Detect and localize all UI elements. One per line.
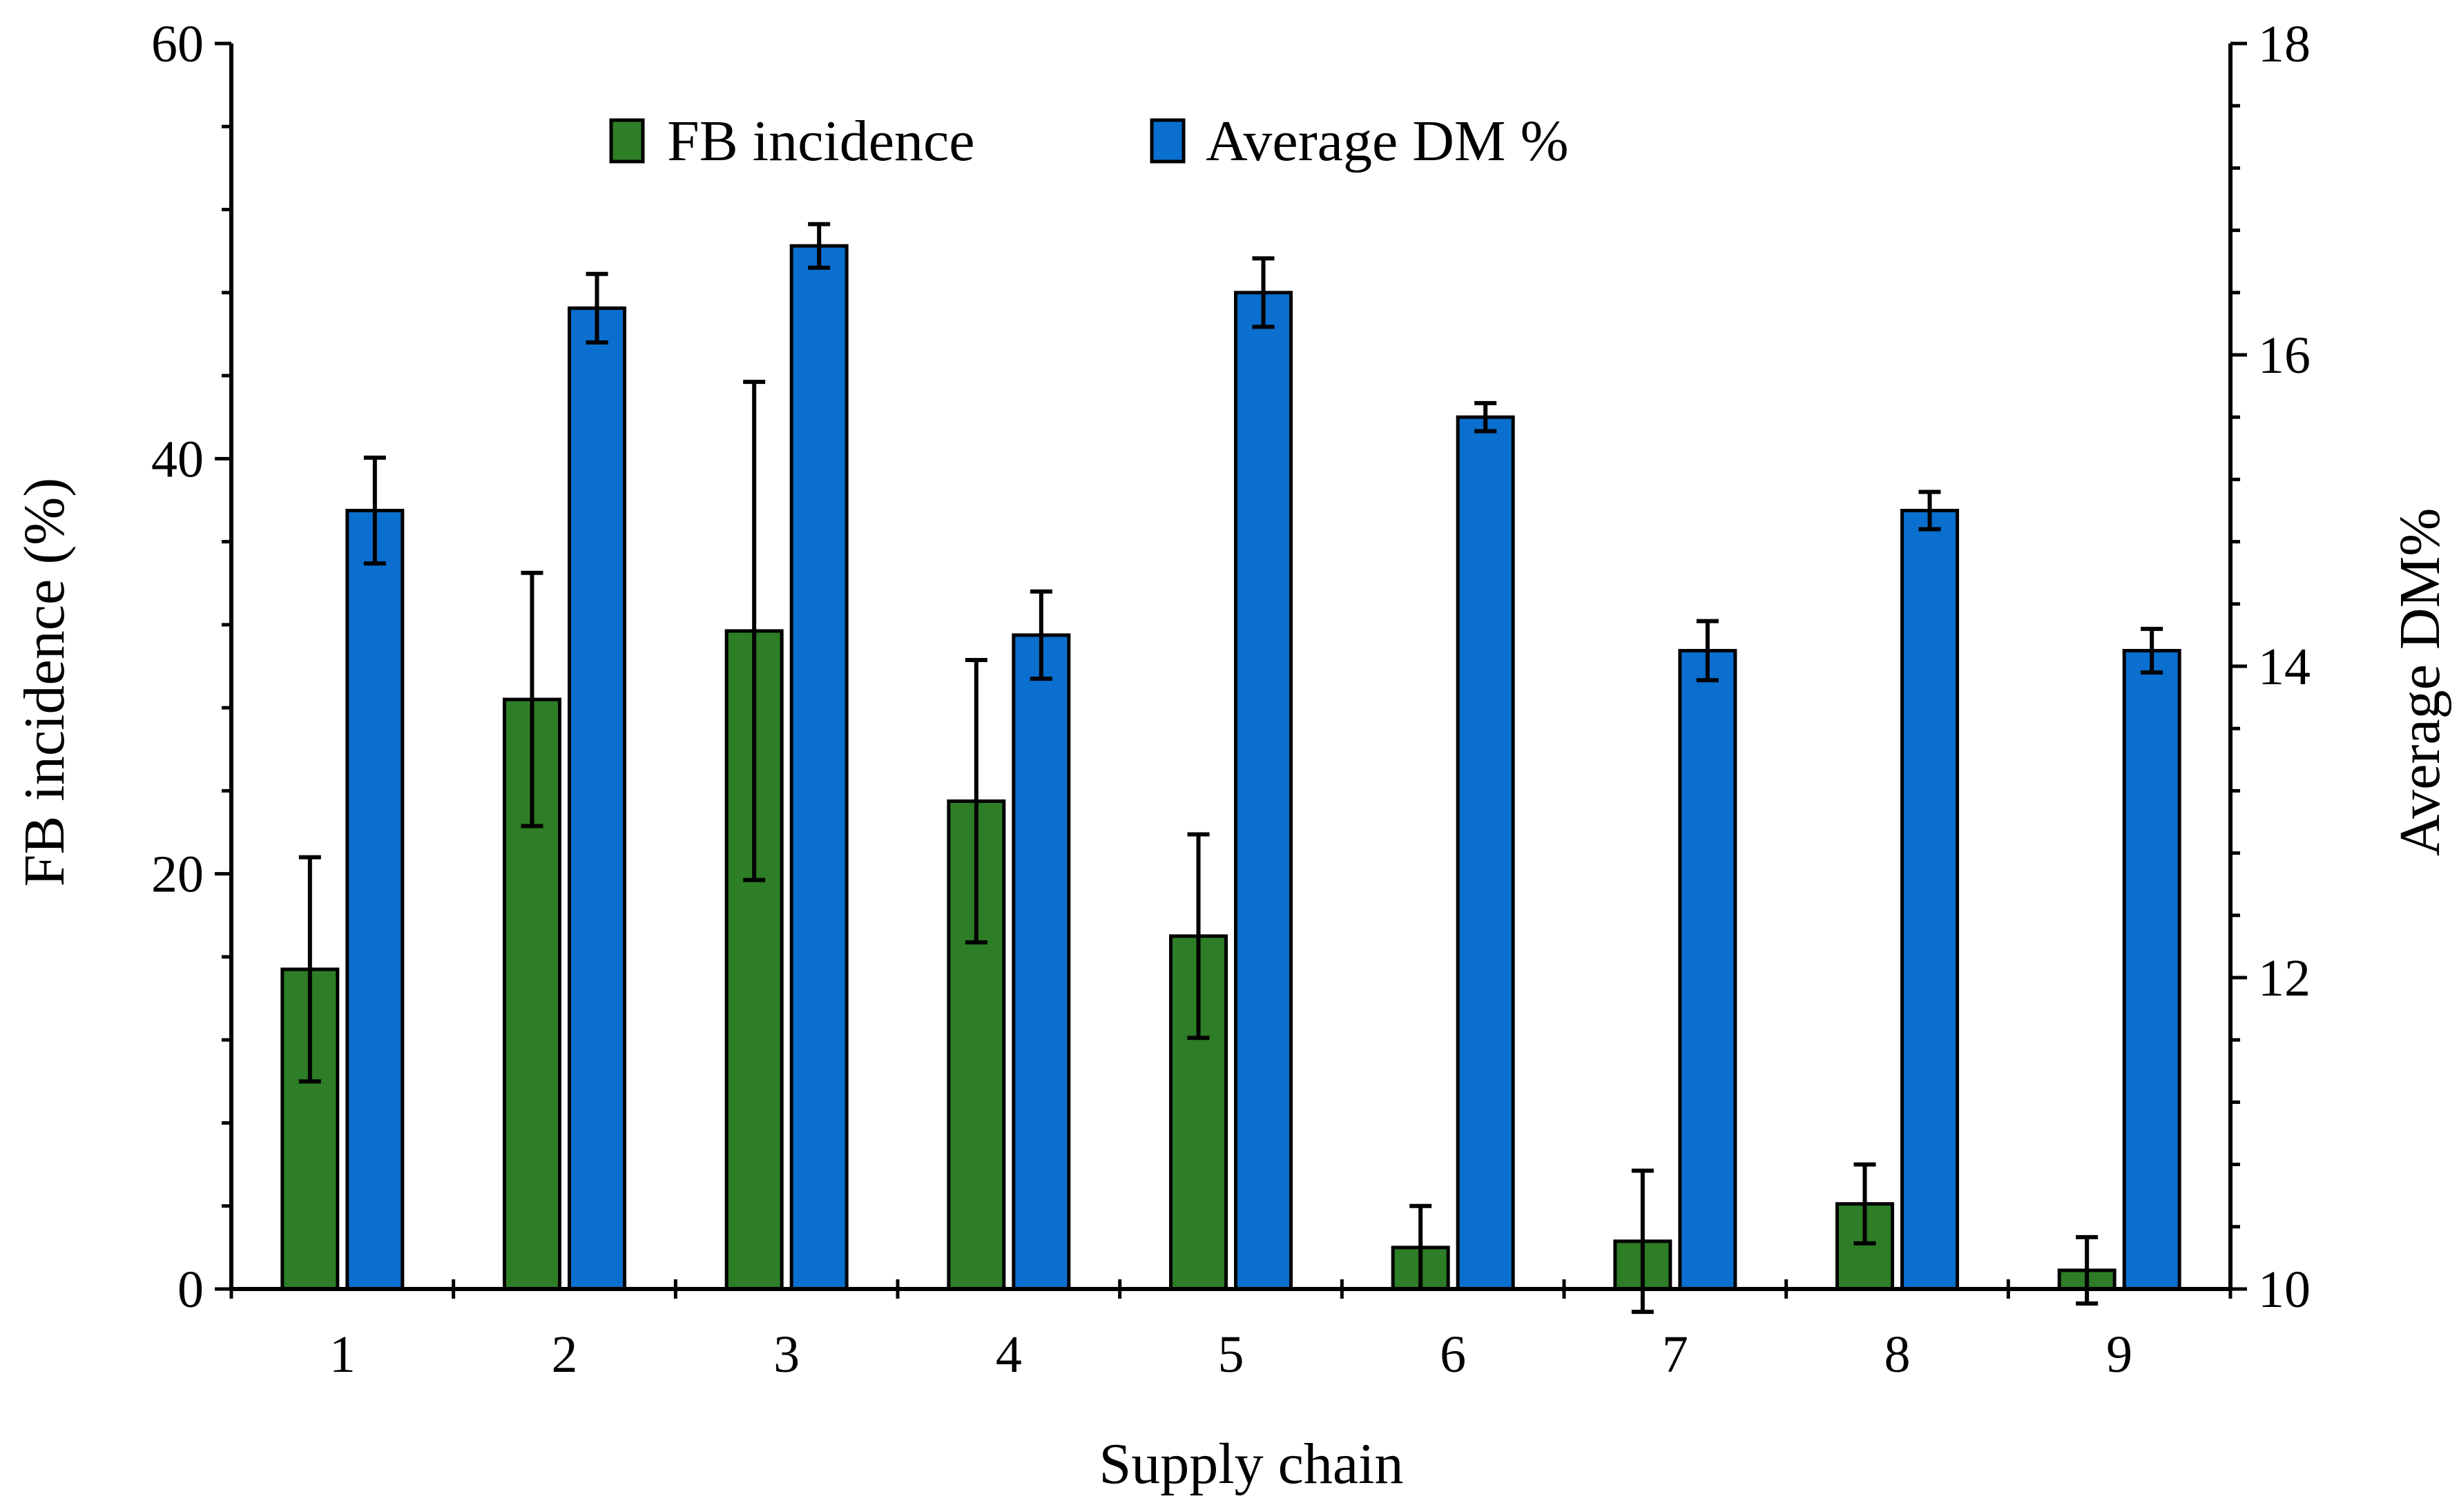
bars-layer bbox=[280, 222, 2181, 1315]
bar-s1-3 bbox=[789, 244, 849, 1291]
bar-s1-4 bbox=[1012, 633, 1071, 1291]
y-axis-title-right: Average DM% bbox=[2388, 508, 2452, 857]
bar-s1-8 bbox=[1900, 509, 1959, 1291]
bar-s1-2 bbox=[568, 306, 626, 1291]
x-tick-label: 9 bbox=[2106, 1326, 2132, 1384]
x-tick-label: 3 bbox=[773, 1326, 800, 1384]
y-axis-title-left: FB incidence (%) bbox=[12, 478, 77, 886]
x-tick-label: 7 bbox=[1662, 1326, 1688, 1384]
bar-s1-6 bbox=[1456, 415, 1515, 1291]
y-right-tick-label: 14 bbox=[2258, 638, 2311, 696]
x-tick-label: 4 bbox=[996, 1326, 1022, 1384]
y-right-tick-label: 16 bbox=[2258, 327, 2311, 385]
y-right-tick-label: 12 bbox=[2258, 949, 2311, 1007]
x-tick-label: 2 bbox=[552, 1326, 578, 1384]
x-tick-label: 6 bbox=[1440, 1326, 1466, 1384]
y-right-tick-label: 18 bbox=[2258, 15, 2311, 73]
y-left-tick-label: 20 bbox=[151, 846, 204, 904]
bar-s1-1 bbox=[345, 509, 405, 1291]
x-axis-title: Supply chain bbox=[1099, 1432, 1404, 1496]
x-tick-label: 5 bbox=[1218, 1326, 1244, 1384]
legend-swatch-average-dm bbox=[1150, 118, 1186, 164]
legend: FB incidence Average DM % bbox=[609, 109, 1569, 173]
x-tick-label: 8 bbox=[1884, 1326, 1911, 1384]
bar-s1-7 bbox=[1678, 648, 1737, 1291]
legend-swatch-fb-incidence bbox=[609, 118, 645, 164]
y-left-tick-label: 60 bbox=[151, 15, 204, 73]
y-left-tick-label: 40 bbox=[151, 430, 204, 488]
bar-s1-5 bbox=[1234, 291, 1293, 1291]
legend-label-average-dm: Average DM % bbox=[1206, 109, 1569, 173]
y-left-tick-label: 0 bbox=[177, 1261, 204, 1319]
legend-label-fb-incidence: FB incidence bbox=[667, 109, 975, 173]
bar-s1-9 bbox=[2122, 648, 2181, 1291]
x-tick-label: 1 bbox=[329, 1326, 356, 1384]
y-right-tick-label: 10 bbox=[2258, 1261, 2311, 1319]
